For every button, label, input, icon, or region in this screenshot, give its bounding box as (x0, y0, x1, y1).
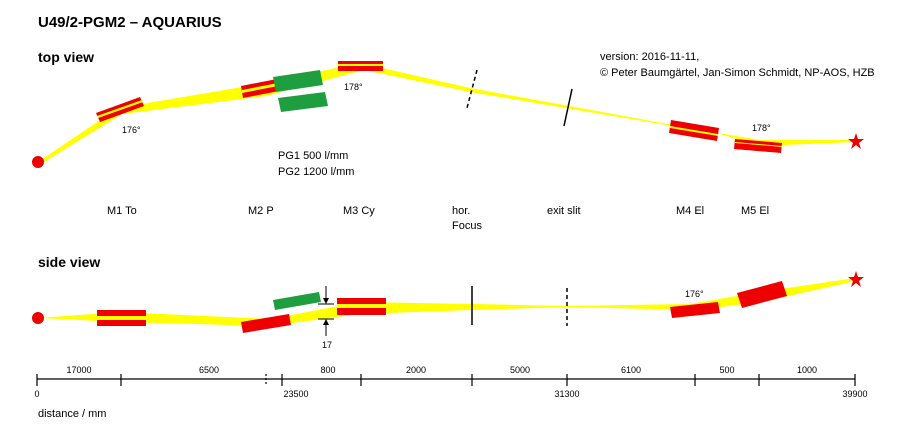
label-hor: hor. (452, 205, 470, 217)
top-mirror-m3 (338, 61, 383, 71)
offset-dimension: 17 (318, 286, 334, 350)
tick-label: 39900 (842, 389, 867, 399)
side-endstation-star (848, 271, 864, 287)
tick-label: 23500 (283, 389, 308, 399)
side-angle-m4: 176° (685, 289, 704, 299)
label-focus: Focus (452, 220, 482, 232)
segment-label: 6100 (621, 365, 641, 375)
tick-label: 31300 (554, 389, 579, 399)
diagram-title: U49/2-PGM2 – AQUARIUS (38, 14, 222, 31)
tick-label: 0 (34, 389, 39, 399)
top-angle-m3: 178° (344, 82, 363, 92)
segment-label: 1000 (797, 365, 817, 375)
side-view-label: side view (38, 254, 100, 270)
top-mirror-m1 (96, 97, 144, 122)
label-m5: M5 El (741, 205, 769, 217)
segment-label: 800 (320, 365, 335, 375)
source-dot (32, 156, 44, 168)
segment-label: 5000 (510, 365, 530, 375)
top-endstation-star (848, 133, 864, 149)
version-text: version: 2016-11-11, (600, 51, 699, 63)
top-mirror-m4 (669, 120, 719, 141)
segment-label: 6500 (199, 365, 219, 375)
side-beam (38, 278, 855, 326)
side-view: 17 176° (32, 271, 864, 350)
label-exit-slit: exit slit (547, 205, 581, 217)
distance-axis: 17000 6500 800 2000 5000 6100 500 1000 0… (34, 365, 867, 420)
offset-label: 17 (322, 340, 332, 350)
top-grating-pg1 (273, 70, 323, 92)
side-mirror-m3 (337, 298, 386, 315)
top-angle-m1: 176° (122, 125, 141, 135)
grating-pg2-label: PG2 1200 l/mm (278, 166, 354, 178)
top-mirror-m5 (734, 139, 782, 153)
side-mirror-m2 (241, 314, 291, 333)
axis-title: distance / mm (38, 408, 106, 420)
segment-label: 500 (719, 365, 734, 375)
grating-pg1-label: PG1 500 l/mm (278, 150, 348, 162)
segment-label: 17000 (66, 365, 91, 375)
axis-ticks (36, 374, 856, 386)
component-labels: M1 To M2 P M3 Cy hor. Focus exit slit M4… (107, 205, 769, 232)
side-grating (273, 292, 321, 310)
top-view: 176° 178° 178° PG1 500 l/mm PG2 1200 l/m… (32, 61, 864, 178)
label-m2: M2 P (248, 205, 274, 217)
side-mirror-m1 (97, 310, 146, 326)
label-m1: M1 To (107, 205, 137, 217)
top-view-label: top view (38, 49, 94, 65)
copyright-text: © Peter Baumgärtel, Jan-Simon Schmidt, N… (600, 67, 875, 79)
side-mirror-m5 (737, 281, 787, 308)
segment-label: 2000 (406, 365, 426, 375)
side-source-dot (32, 312, 44, 324)
label-m3: M3 Cy (343, 205, 375, 217)
top-angle-m5: 178° (752, 123, 771, 133)
top-mirror-m2 (241, 79, 279, 98)
side-mirror-m4 (670, 302, 720, 318)
top-grating-pg2 (278, 92, 328, 112)
label-m4: M4 El (676, 205, 704, 217)
top-exit-slit-marker (563, 88, 573, 127)
